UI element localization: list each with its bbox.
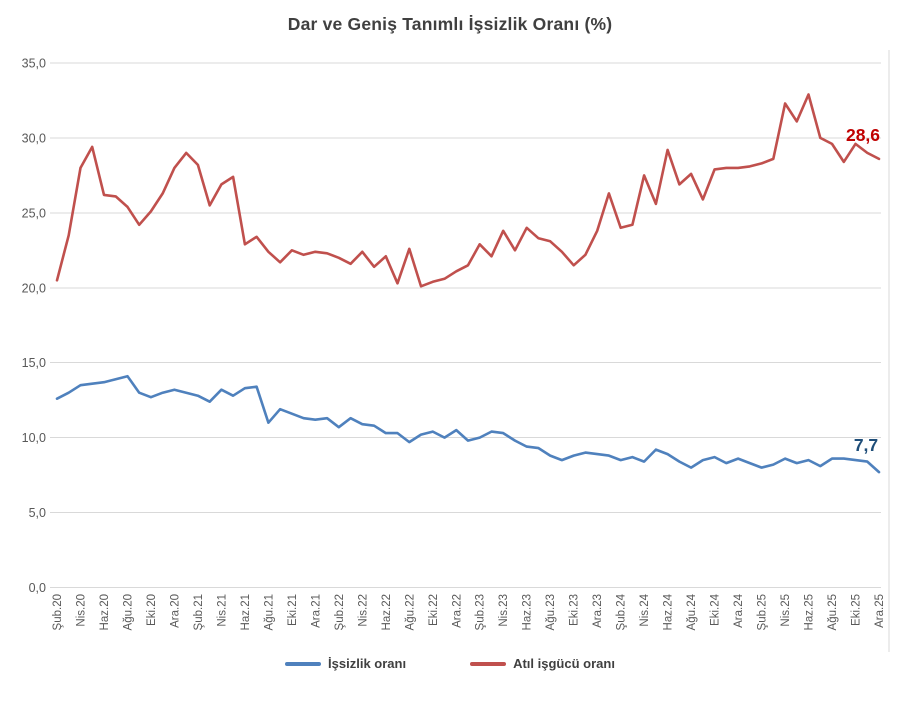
x-axis-tick-label: Eki.21 xyxy=(287,594,299,626)
y-axis-tick-label: 10,0 xyxy=(22,431,46,445)
x-axis-tick-label: Nis.20 xyxy=(76,594,88,627)
y-axis-tick-label: 25,0 xyxy=(22,206,46,220)
unemployment-rate-line xyxy=(55,374,881,474)
x-axis-tick-label: Şub.23 xyxy=(475,594,487,630)
x-axis-tick-label: Ağu.25 xyxy=(827,594,839,630)
x-axis-tick-label: Şub.21 xyxy=(193,594,205,630)
y-axis-tick-label: 5,0 xyxy=(29,506,46,520)
x-axis-tick-label: Şub.22 xyxy=(334,594,346,630)
x-axis-tick-label: Eki.24 xyxy=(710,593,722,626)
x-axis-tick-label: Ağu.23 xyxy=(545,594,557,630)
x-axis-tick-label: Ara.21 xyxy=(310,594,322,628)
x-axis-tick-label: Nis.24 xyxy=(639,593,651,626)
x-axis-tick-label: Ara.23 xyxy=(592,594,604,628)
legend: İşsizlik oranı Atıl işgücü oranı xyxy=(0,656,900,671)
x-axis-tick-label: Eki.20 xyxy=(146,594,158,626)
x-axis-tick-label: Haz.25 xyxy=(804,594,816,630)
legend-swatch-red-line xyxy=(470,661,507,666)
legend-label-issizlik: İşsizlik oranı xyxy=(328,656,407,671)
legend-label-atil-isgucu: Atıl işgücü oranı xyxy=(513,656,615,671)
x-axis-tick-label: Ağu.21 xyxy=(263,594,275,630)
y-axis-tick-label: 35,0 xyxy=(22,57,46,71)
x-axis-tick-label: Haz.23 xyxy=(522,594,534,630)
x-axis-tick-label: Eki.23 xyxy=(569,594,581,626)
x-axis-tick-label: Haz.21 xyxy=(240,594,252,630)
legend-item-issizlik: İşsizlik oranı xyxy=(285,656,406,671)
x-axis-tick-label: Ağu.22 xyxy=(404,594,416,630)
x-axis-tick-label: Haz.20 xyxy=(99,594,111,630)
x-axis-tick-label: Ara.20 xyxy=(169,594,181,628)
idle-labor-force-line xyxy=(55,93,881,288)
y-axis-tick-label: 30,0 xyxy=(22,131,46,145)
x-axis-tick-label: Eki.22 xyxy=(428,594,440,626)
legend-swatch-blue-line xyxy=(285,661,322,666)
x-axis-tick-label: Nis.25 xyxy=(780,594,792,627)
y-axis-tick-label: 0,0 xyxy=(29,581,46,595)
x-axis-tick-label: Haz.22 xyxy=(381,594,393,630)
x-axis-tick-label: Şub.25 xyxy=(757,594,769,630)
legend-item-atil-isgucu: Atıl işgücü oranı xyxy=(470,656,615,671)
blue-end-value-label: 7,7 xyxy=(854,435,878,455)
x-axis-tick-label: Haz.24 xyxy=(663,593,675,630)
x-axis-tick-label: Eki.25 xyxy=(851,594,863,626)
y-axis-tick-label: 20,0 xyxy=(22,281,46,295)
x-axis-tick-label: Ağu.24 xyxy=(686,593,698,630)
y-axis-tick-label: 15,0 xyxy=(22,356,46,370)
chart-title: Dar ve Geniş Tanımlı İşsizlik Oranı (%) xyxy=(287,14,613,34)
x-axis-tick-label: Şub.20 xyxy=(52,594,64,630)
x-axis-tick-label: Nis.21 xyxy=(216,594,228,627)
red-end-value-label: 28,6 xyxy=(846,125,880,145)
x-axis-tick-label: Nis.23 xyxy=(498,594,510,627)
x-axis-tick-label: Nis.22 xyxy=(357,594,369,627)
x-axis-tick-label: Ağu.20 xyxy=(123,594,135,630)
x-axis-tick-label: Ara.24 xyxy=(733,593,745,627)
x-axis-tick-label: Şub.24 xyxy=(616,593,628,630)
x-axis-tick-label: Ara.22 xyxy=(451,594,463,628)
x-axis-tick-label: Ara.25 xyxy=(874,594,886,628)
